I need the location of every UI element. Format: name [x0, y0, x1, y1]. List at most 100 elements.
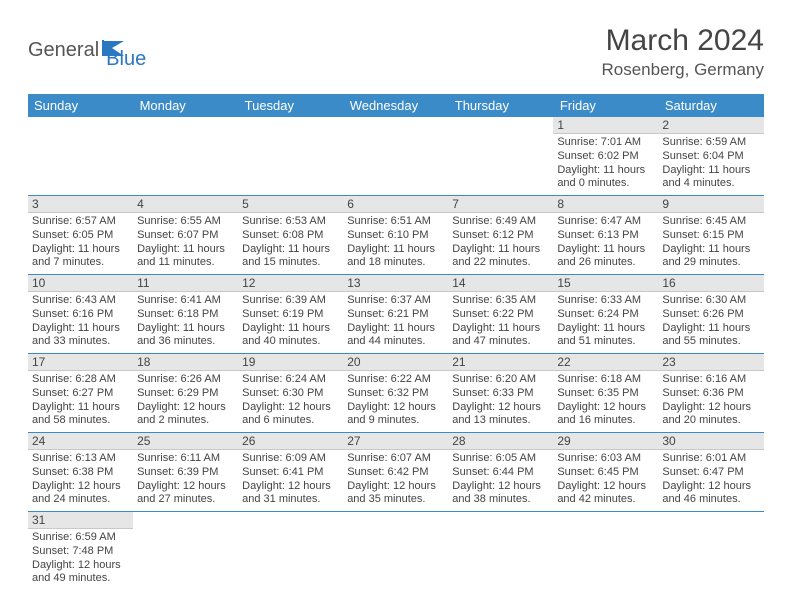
day-details: Sunrise: 6:43 AMSunset: 6:16 PMDaylight:…	[28, 292, 133, 353]
daylight-text: Daylight: 12 hours and 49 minutes.	[32, 559, 129, 587]
day-details: Sunrise: 6:57 AMSunset: 6:05 PMDaylight:…	[28, 213, 133, 274]
sunset-text: Sunset: 6:24 PM	[557, 308, 654, 322]
day-details: Sunrise: 6:45 AMSunset: 6:15 PMDaylight:…	[658, 213, 763, 274]
calendar-day-cell: 5Sunrise: 6:53 AMSunset: 6:08 PMDaylight…	[238, 196, 343, 275]
day-number: 20	[343, 354, 448, 371]
sunrise-text: Sunrise: 6:13 AM	[32, 452, 129, 466]
day-number: 10	[28, 275, 133, 292]
sunrise-text: Sunrise: 6:59 AM	[32, 531, 129, 545]
sunset-text: Sunset: 6:08 PM	[242, 229, 339, 243]
daylight-text: Daylight: 12 hours and 13 minutes.	[452, 401, 549, 429]
day-number: 25	[133, 433, 238, 450]
daylight-text: Daylight: 12 hours and 31 minutes.	[242, 480, 339, 508]
sunrise-text: Sunrise: 6:22 AM	[347, 373, 444, 387]
daylight-text: Daylight: 12 hours and 20 minutes.	[662, 401, 759, 429]
title-block: March 2024 Rosenberg, Germany	[601, 24, 764, 80]
weekday-header: Saturday	[658, 94, 763, 117]
weekday-header: Tuesday	[238, 94, 343, 117]
daylight-text: Daylight: 12 hours and 9 minutes.	[347, 401, 444, 429]
daylight-text: Daylight: 12 hours and 35 minutes.	[347, 480, 444, 508]
day-number: 30	[658, 433, 763, 450]
day-details: Sunrise: 6:09 AMSunset: 6:41 PMDaylight:…	[238, 450, 343, 511]
day-number: 1	[553, 117, 658, 134]
sunrise-text: Sunrise: 6:16 AM	[662, 373, 759, 387]
daylight-text: Daylight: 11 hours and 29 minutes.	[662, 243, 759, 271]
sunset-text: Sunset: 6:36 PM	[662, 387, 759, 401]
calendar-week-row: 31Sunrise: 6:59 AMSunset: 7:48 PMDayligh…	[28, 512, 764, 591]
daylight-text: Daylight: 12 hours and 38 minutes.	[452, 480, 549, 508]
day-number: 26	[238, 433, 343, 450]
daylight-text: Daylight: 11 hours and 22 minutes.	[452, 243, 549, 271]
daylight-text: Daylight: 11 hours and 4 minutes.	[662, 164, 759, 192]
daylight-text: Daylight: 12 hours and 2 minutes.	[137, 401, 234, 429]
sunset-text: Sunset: 6:22 PM	[452, 308, 549, 322]
sunrise-text: Sunrise: 7:01 AM	[557, 136, 654, 150]
day-number: 3	[28, 196, 133, 213]
calendar-empty-cell	[553, 512, 658, 591]
weekday-header: Monday	[133, 94, 238, 117]
calendar-empty-cell	[448, 512, 553, 591]
daylight-text: Daylight: 11 hours and 36 minutes.	[137, 322, 234, 350]
day-details: Sunrise: 6:28 AMSunset: 6:27 PMDaylight:…	[28, 371, 133, 432]
day-details: Sunrise: 6:18 AMSunset: 6:35 PMDaylight:…	[553, 371, 658, 432]
day-details: Sunrise: 6:49 AMSunset: 6:12 PMDaylight:…	[448, 213, 553, 274]
day-number: 22	[553, 354, 658, 371]
calendar-day-cell: 14Sunrise: 6:35 AMSunset: 6:22 PMDayligh…	[448, 275, 553, 354]
sunset-text: Sunset: 6:19 PM	[242, 308, 339, 322]
calendar-empty-cell	[238, 117, 343, 196]
sunrise-text: Sunrise: 6:03 AM	[557, 452, 654, 466]
sunrise-text: Sunrise: 6:37 AM	[347, 294, 444, 308]
day-details: Sunrise: 6:30 AMSunset: 6:26 PMDaylight:…	[658, 292, 763, 353]
calendar-empty-cell	[238, 512, 343, 591]
day-details: Sunrise: 6:59 AMSunset: 6:04 PMDaylight:…	[658, 134, 763, 195]
daylight-text: Daylight: 11 hours and 51 minutes.	[557, 322, 654, 350]
sunrise-text: Sunrise: 6:28 AM	[32, 373, 129, 387]
calendar-day-cell: 15Sunrise: 6:33 AMSunset: 6:24 PMDayligh…	[553, 275, 658, 354]
calendar-page: General Blue March 2024 Rosenberg, Germa…	[0, 0, 792, 600]
day-details: Sunrise: 6:33 AMSunset: 6:24 PMDaylight:…	[553, 292, 658, 353]
calendar-day-cell: 30Sunrise: 6:01 AMSunset: 6:47 PMDayligh…	[658, 433, 763, 512]
sunrise-text: Sunrise: 6:35 AM	[452, 294, 549, 308]
day-details: Sunrise: 6:59 AMSunset: 7:48 PMDaylight:…	[28, 529, 133, 590]
sunrise-text: Sunrise: 6:39 AM	[242, 294, 339, 308]
sunrise-text: Sunrise: 6:30 AM	[662, 294, 759, 308]
sunset-text: Sunset: 6:32 PM	[347, 387, 444, 401]
daylight-text: Daylight: 12 hours and 27 minutes.	[137, 480, 234, 508]
calendar-day-cell: 26Sunrise: 6:09 AMSunset: 6:41 PMDayligh…	[238, 433, 343, 512]
day-number: 8	[553, 196, 658, 213]
day-number: 14	[448, 275, 553, 292]
sunrise-text: Sunrise: 6:43 AM	[32, 294, 129, 308]
sunset-text: Sunset: 6:39 PM	[137, 466, 234, 480]
calendar-day-cell: 27Sunrise: 6:07 AMSunset: 6:42 PMDayligh…	[343, 433, 448, 512]
calendar-day-cell: 31Sunrise: 6:59 AMSunset: 7:48 PMDayligh…	[28, 512, 133, 591]
day-details: Sunrise: 6:05 AMSunset: 6:44 PMDaylight:…	[448, 450, 553, 511]
calendar-day-cell: 8Sunrise: 6:47 AMSunset: 6:13 PMDaylight…	[553, 196, 658, 275]
day-number: 5	[238, 196, 343, 213]
day-number: 6	[343, 196, 448, 213]
daylight-text: Daylight: 12 hours and 46 minutes.	[662, 480, 759, 508]
sunrise-text: Sunrise: 6:05 AM	[452, 452, 549, 466]
day-number: 11	[133, 275, 238, 292]
sunrise-text: Sunrise: 6:41 AM	[137, 294, 234, 308]
calendar-empty-cell	[133, 117, 238, 196]
sunset-text: Sunset: 6:42 PM	[347, 466, 444, 480]
day-number: 4	[133, 196, 238, 213]
daylight-text: Daylight: 11 hours and 33 minutes.	[32, 322, 129, 350]
sunset-text: Sunset: 6:41 PM	[242, 466, 339, 480]
day-number: 17	[28, 354, 133, 371]
calendar-empty-cell	[343, 512, 448, 591]
calendar-day-cell: 22Sunrise: 6:18 AMSunset: 6:35 PMDayligh…	[553, 354, 658, 433]
sunrise-text: Sunrise: 6:26 AM	[137, 373, 234, 387]
sunrise-text: Sunrise: 6:53 AM	[242, 215, 339, 229]
day-details: Sunrise: 6:39 AMSunset: 6:19 PMDaylight:…	[238, 292, 343, 353]
sunset-text: Sunset: 6:15 PM	[662, 229, 759, 243]
daylight-text: Daylight: 11 hours and 18 minutes.	[347, 243, 444, 271]
sunrise-text: Sunrise: 6:49 AM	[452, 215, 549, 229]
daylight-text: Daylight: 11 hours and 58 minutes.	[32, 401, 129, 429]
day-details: Sunrise: 6:03 AMSunset: 6:45 PMDaylight:…	[553, 450, 658, 511]
calendar-empty-cell	[448, 117, 553, 196]
daylight-text: Daylight: 11 hours and 11 minutes.	[137, 243, 234, 271]
day-details: Sunrise: 6:13 AMSunset: 6:38 PMDaylight:…	[28, 450, 133, 511]
sunset-text: Sunset: 6:02 PM	[557, 150, 654, 164]
sunset-text: Sunset: 7:48 PM	[32, 545, 129, 559]
